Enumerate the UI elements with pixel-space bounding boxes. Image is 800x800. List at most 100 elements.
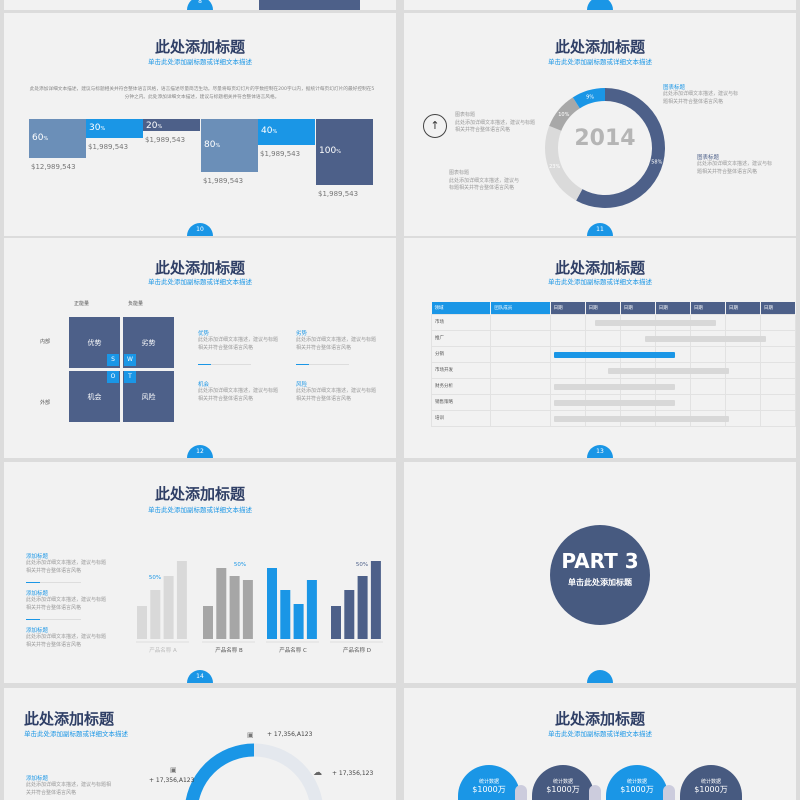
divider — [26, 619, 81, 620]
bar — [357, 576, 368, 639]
annotation-label: 50% — [234, 562, 246, 568]
slice-label: 10% — [558, 112, 569, 118]
slide-11[interactable]: 此处添加标题 单击此处添加副标题或详细文本描述 ↑ 58% 23% 10% 9% 20… — [404, 13, 796, 236]
stat-label: + 17,356,A123 — [267, 731, 313, 738]
slide-subtitle: 单击此处添加副标题或详细文本描述 — [148, 58, 252, 66]
table-cell — [724, 345, 761, 363]
percent-value: 80 — [204, 139, 216, 150]
gantt-bar — [554, 352, 675, 358]
gantt-bar — [645, 336, 766, 342]
monitor-icon: ▣ — [170, 766, 177, 774]
money-value: $1,989,543 — [203, 177, 244, 185]
slide-subtitle: 单击此处添加副标题或详细文本描述 — [24, 730, 128, 738]
category-label: 产品名称 A — [149, 646, 177, 654]
side-item-title: 添加标题 — [26, 628, 49, 634]
slide-9[interactable]: 9 — [404, 0, 796, 10]
divider — [296, 364, 349, 365]
cloud-icon: ☁ — [313, 768, 322, 778]
stat-value: $1000万 — [546, 785, 580, 794]
gantt-bar — [608, 368, 729, 374]
swot-item: 机会 此处添加详细文本描述，建议与标题相关并符合整体语言风格 — [198, 382, 279, 402]
percent-unit: % — [215, 142, 221, 149]
slide-12[interactable]: 此处添加标题 单击此处添加副标题或详细文本描述 正能量 负能量 内部 外部 优势… — [4, 238, 396, 458]
table-cell: 市场开发 — [430, 361, 492, 379]
slice-label: 9% — [586, 95, 594, 101]
gantt-bar — [595, 320, 716, 326]
part-title: 单击此处添加标题 — [568, 578, 632, 587]
slide-part-3[interactable]: PART 3 单击此处添加标题 — [404, 462, 796, 683]
side-item-title: 添加标题 — [26, 591, 49, 597]
column-header: 日期 — [760, 302, 796, 314]
table-cell: 培训 — [430, 409, 492, 427]
row-label: 内部 — [40, 339, 51, 345]
table-cell — [549, 329, 586, 347]
percent-unit: % — [100, 125, 106, 132]
letter-w: W — [124, 354, 136, 366]
table-cell — [724, 409, 761, 427]
col-label: 正能量 — [74, 301, 90, 307]
slide-8[interactable]: 8 — [4, 0, 396, 10]
donut-chart: 58% 23% 10% 9% — [545, 88, 665, 208]
money-value: $12,989,543 — [31, 163, 76, 171]
money-value: $1,989,543 — [145, 136, 186, 144]
side-item-text: 此处添加详细文本描述，建议与标题相关并符合整体语言风格 — [26, 634, 107, 648]
column-header: 领域 — [431, 302, 492, 314]
bar — [306, 580, 317, 639]
category-label: 产品名称 C — [279, 646, 307, 654]
percent-block: 20% — [143, 119, 200, 131]
table-cell — [490, 313, 551, 331]
percent-value: 30 — [89, 122, 101, 133]
connector-dot — [589, 785, 601, 800]
column-header: 日期 — [690, 302, 726, 314]
bar — [331, 606, 341, 639]
gantt-bar — [554, 384, 675, 390]
slide-subtitle: 单击此处添加副标题或详细文本描述 — [548, 278, 652, 286]
legend-item: 图表标题 此处添加详细文本描述，建议与标题相关并符合整体语言风格 — [663, 85, 739, 105]
stat-circle: 统计数据 $1000万 — [532, 765, 594, 800]
ring-progress — [185, 743, 255, 800]
divider — [198, 364, 251, 365]
bar — [216, 568, 227, 639]
table-row: 市场开发 — [430, 361, 796, 379]
money-value: $1,989,543 — [260, 150, 301, 158]
column-header: 日期 — [550, 302, 586, 314]
bar — [242, 580, 253, 639]
bar-chart: 产品名称 A 产品名称 B 产品名称 C 产品名称 D 50% 50% 50% — [136, 561, 383, 654]
letter-o: O — [107, 371, 119, 383]
page-number: 11 — [587, 223, 613, 236]
slide-17[interactable]: 此处添加标题 单击此处添加副标题或详细文本描述 统计数据 $1000万 统计数据 $1… — [404, 688, 796, 800]
slice-label: 23% — [549, 164, 560, 170]
percent-value: 60 — [32, 132, 44, 143]
bar — [267, 568, 277, 639]
donut-slice — [576, 88, 665, 208]
slide-title: 此处添加标题 — [154, 38, 245, 56]
donut-slice — [549, 97, 580, 131]
table-cell — [759, 393, 796, 411]
slide-14[interactable]: 此处添加标题 单击此处添加副标题或详细文本描述 添加标题 此处添加详细文本描述，建… — [4, 462, 396, 683]
slide-16[interactable]: 此处添加标题 单击此处添加副标题或详细文本描述 ▣ + 17,356,A123 … — [4, 688, 396, 800]
percent-block: 40% — [258, 119, 315, 145]
stat-label: 统计数据 — [700, 779, 721, 785]
slide-title: 此处添加标题 — [154, 259, 245, 277]
dark-block — [259, 0, 360, 10]
legend-item: 图表标题 此处添加详细文本描述，建议与标题相关并符合整体语言风格 — [697, 155, 773, 175]
table-cell — [724, 393, 761, 411]
table-cell — [490, 361, 551, 379]
table-cell — [759, 409, 796, 427]
table-cell — [724, 361, 761, 379]
arrow-up-icon: ↑ — [423, 114, 447, 138]
table-cell: 销售策略 — [430, 393, 492, 411]
percent-value: 40 — [261, 126, 273, 136]
table-row: 财务分析 — [430, 377, 796, 395]
bar — [229, 576, 240, 639]
stat-circle: 统计数据 $1000万 — [606, 765, 668, 800]
stat-value: $1000万 — [694, 785, 728, 794]
table-cell — [724, 377, 761, 395]
donut-year: 2014 — [574, 126, 636, 151]
slide-10[interactable]: 此处添加标题 单击此处添加副标题或详细文本描述 此处添加详细文本描述，建议与标题… — [4, 13, 396, 236]
slide-13[interactable]: 此处添加标题 单击此处添加副标题或详细文本描述 领域 团队成员 日期 日期 日期 日期 日期… — [404, 238, 796, 458]
table-cell: 市场 — [430, 313, 492, 331]
percent-unit: % — [43, 135, 49, 142]
page-number: 14 — [187, 670, 213, 683]
col-label: 负能量 — [128, 301, 144, 307]
